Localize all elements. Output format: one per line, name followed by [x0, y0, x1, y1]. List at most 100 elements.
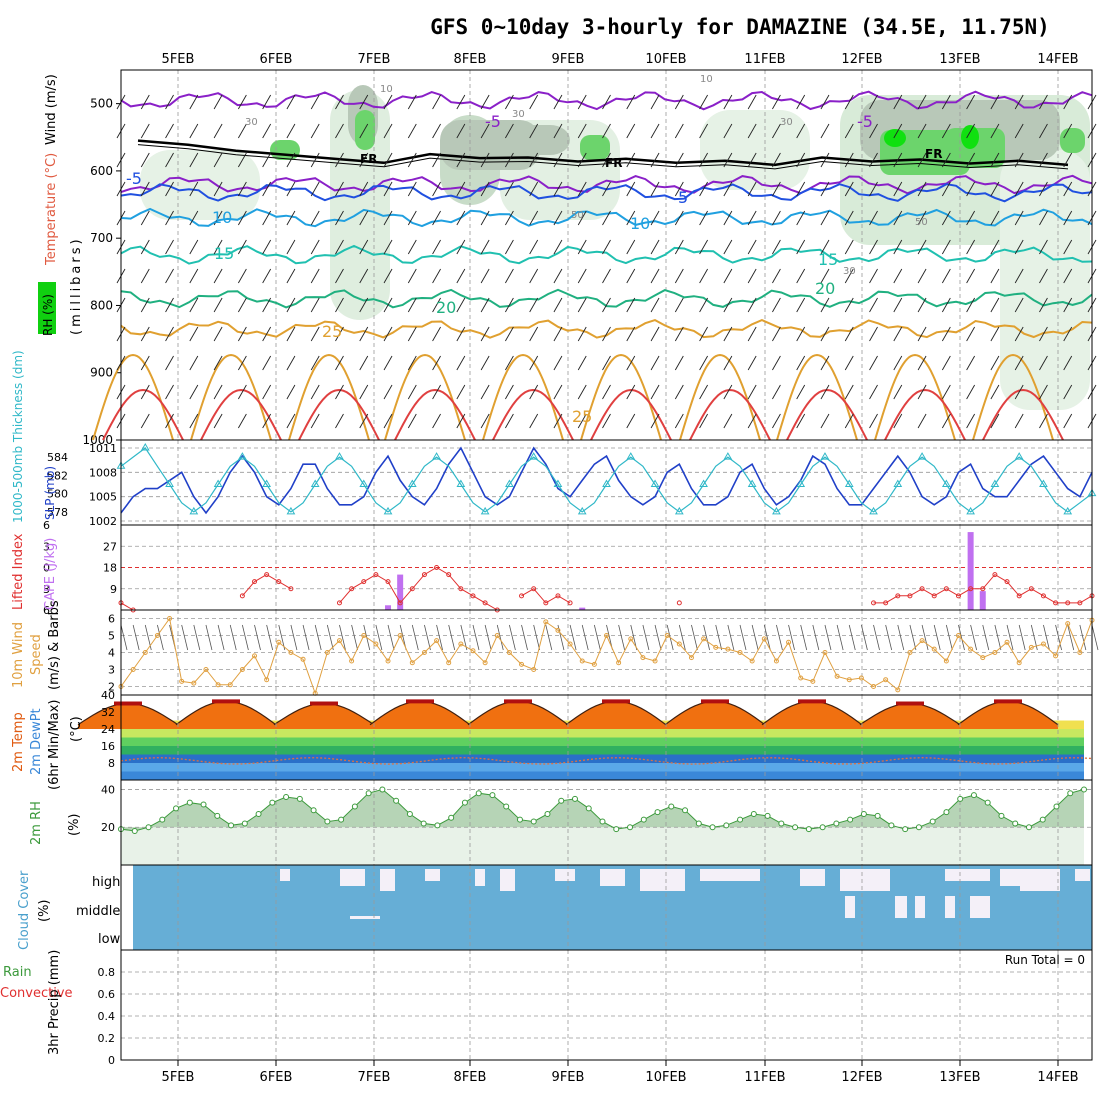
precip-tick-label: 0.2: [98, 1032, 116, 1045]
wind-barb: [577, 297, 587, 313]
wind-barb: [165, 239, 174, 255]
surface-wind-barb: [290, 624, 298, 651]
rh-marker: [296, 795, 303, 802]
surface-wind-barb: [460, 624, 468, 651]
rh-marker: [902, 826, 909, 833]
cloud-cover-panel: [120, 864, 1093, 951]
wind-barb: [262, 268, 272, 284]
thickness-marker: [140, 443, 150, 451]
label-total-rain: Total / Rain: [0, 965, 32, 980]
wind-barb: [140, 326, 150, 342]
wind-barb: [383, 268, 393, 284]
wind-speed-marker: [215, 682, 221, 688]
wind-barb: [1039, 384, 1048, 400]
rh-swatch: [38, 282, 56, 334]
li-marker: [555, 593, 561, 599]
isotherm-line: [120, 207, 1093, 228]
rh-marker: [888, 822, 895, 829]
temp-tick-label: 32: [101, 706, 115, 719]
isotherm-30-loop: [492, 388, 574, 441]
top-date-label: 10FEB: [645, 52, 686, 67]
surface-wind-barb: [1079, 624, 1087, 651]
wind-barb: [480, 268, 490, 284]
wind-barb: [820, 239, 830, 255]
wind-speed-line: [120, 617, 1093, 695]
rh-marker: [709, 824, 716, 831]
rh-marker: [668, 803, 675, 810]
wind-barb: [917, 152, 927, 168]
isotherm-25-loop: [482, 353, 564, 441]
wind-barb: [529, 123, 539, 139]
wind-barb: [626, 94, 636, 110]
wind-barb: [383, 123, 393, 139]
wind-barb: [407, 413, 417, 429]
wind-barb: [335, 297, 344, 313]
wind-speed-marker: [810, 678, 816, 684]
wind-barb: [844, 297, 854, 313]
wind-barb: [189, 123, 199, 139]
rh-marker: [145, 824, 152, 831]
wind-speed-marker: [968, 646, 974, 652]
wind-barb: [165, 152, 174, 168]
temp-tick-label: 40: [101, 689, 115, 702]
surface-wind-barb: [205, 624, 213, 651]
surface-wind-barb: [860, 624, 868, 651]
wind-barb: [407, 210, 417, 226]
wind-barb: [941, 181, 951, 197]
wind-barb: [844, 413, 854, 429]
wind-barb: [335, 181, 344, 197]
wind-barb: [796, 355, 806, 371]
li-marker: [446, 572, 452, 578]
wind-speed-marker: [555, 627, 561, 633]
wind-barb: [189, 326, 199, 342]
bottom-date-label: 7FEB: [358, 1070, 391, 1085]
wind-tick-label: 4: [108, 647, 115, 660]
cape-li-panel: 6 3 0 3 6 9 18 27: [43, 519, 1095, 617]
wind-barb: [844, 181, 854, 197]
wind-barb: [335, 210, 344, 226]
wind-barb: [1014, 413, 1024, 429]
wind-barb: [966, 268, 976, 284]
wind-speed-marker: [931, 646, 937, 652]
wind-barb: [165, 355, 174, 371]
li-marker: [434, 565, 440, 570]
wind-speed-marker: [955, 633, 961, 638]
wind-barb: [310, 152, 320, 168]
wind-barb: [747, 326, 757, 342]
precip-frame: [120, 949, 1093, 1061]
cloud-gap-high: [1000, 869, 1025, 886]
wind-barb: [529, 268, 539, 284]
cape-tick-label: 27: [103, 540, 117, 553]
wind-barb: [577, 239, 587, 255]
rh-contour-label: 30: [512, 109, 525, 120]
wind-barb: [772, 384, 781, 400]
li-marker: [519, 593, 525, 599]
wind-barb: [990, 268, 1000, 284]
wind-barb: [237, 181, 247, 197]
surface-wind-barb: [424, 624, 431, 651]
wind-barb: [844, 94, 854, 110]
wind-speed-marker: [300, 656, 306, 662]
wind-barb: [650, 413, 660, 429]
wind-barb: [650, 239, 660, 255]
wind-barb: [165, 384, 174, 400]
wind-barb: [699, 268, 708, 284]
wind-barb: [335, 239, 344, 255]
wind-barb: [140, 413, 150, 429]
wind-barb: [505, 210, 514, 226]
li-marker: [482, 600, 488, 606]
wind-barb: [844, 326, 854, 342]
rh-marker: [819, 824, 826, 831]
thickness-tick-label: 584: [47, 451, 68, 464]
li-marker: [1040, 593, 1046, 599]
cloud-gap-high: [800, 869, 825, 886]
surface-wind-barb: [144, 624, 152, 651]
wind-barb: [966, 210, 976, 226]
wind-barb: [869, 326, 878, 342]
cloud-gap-high: [280, 869, 290, 881]
cloud-gap-middle: [915, 896, 925, 918]
wind-barb: [626, 355, 636, 371]
wind-barb: [1014, 239, 1024, 255]
rh-marker: [571, 795, 578, 802]
wind-speed-marker: [992, 650, 998, 655]
